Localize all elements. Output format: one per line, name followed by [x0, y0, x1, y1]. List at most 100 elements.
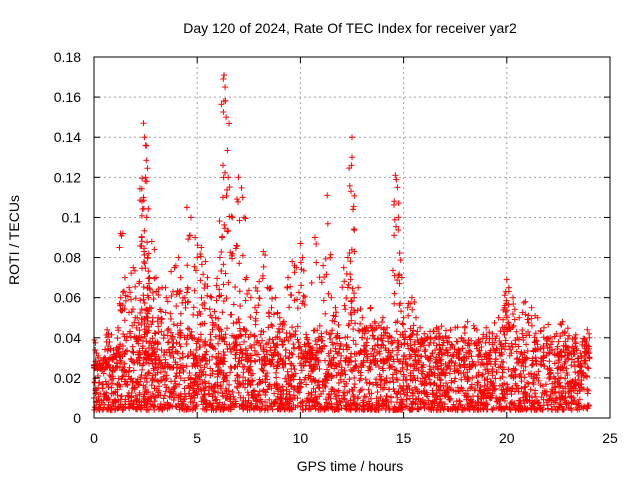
background-point — [421, 405, 428, 412]
background-point — [425, 397, 432, 404]
background-point — [279, 383, 286, 390]
background-point — [194, 391, 201, 398]
background-point — [520, 367, 527, 374]
background-point — [176, 381, 183, 388]
background-point — [127, 334, 134, 341]
background-point — [365, 386, 372, 393]
background-point — [185, 352, 192, 359]
background-point — [504, 381, 511, 388]
background-point — [227, 369, 234, 376]
background-point — [178, 402, 185, 409]
background-point — [351, 381, 358, 388]
background-point — [157, 392, 164, 399]
background-point — [577, 350, 584, 357]
background-point — [474, 379, 481, 386]
background-point — [274, 393, 281, 400]
background-point — [297, 360, 304, 367]
background-point — [381, 380, 388, 387]
background-point — [521, 374, 528, 381]
background-point — [478, 343, 485, 350]
background-point — [226, 381, 233, 388]
background-point — [164, 339, 171, 346]
background-point — [165, 338, 172, 345]
background-point — [456, 398, 463, 405]
background-point — [357, 349, 364, 356]
background-point — [442, 327, 449, 334]
background-point — [92, 339, 99, 346]
background-point — [403, 376, 410, 383]
background-point — [522, 363, 529, 370]
background-point — [584, 364, 591, 371]
background-point — [377, 393, 384, 400]
background-point — [572, 331, 579, 338]
background-point — [231, 364, 238, 371]
background-point — [183, 341, 190, 348]
background-point — [379, 386, 386, 393]
background-point — [357, 372, 364, 379]
background-point — [168, 329, 175, 336]
background-point — [373, 376, 380, 383]
background-point — [257, 406, 264, 413]
background-point — [324, 366, 331, 373]
background-point — [184, 353, 191, 360]
background-point — [535, 368, 542, 375]
background-point — [500, 386, 507, 393]
background-point — [529, 379, 536, 386]
background-point — [201, 364, 208, 371]
background-point — [230, 346, 237, 353]
background-point — [412, 384, 419, 391]
background-point — [158, 377, 165, 384]
background-point — [176, 355, 183, 362]
background-point — [524, 328, 531, 335]
background-point — [545, 321, 552, 328]
background-point — [162, 388, 169, 395]
background-point — [148, 382, 155, 389]
background-point — [393, 370, 400, 377]
background-point — [295, 339, 302, 346]
background-point — [567, 405, 574, 412]
background-point — [477, 383, 484, 390]
background-point — [369, 345, 376, 352]
background-point — [502, 346, 509, 353]
background-point — [471, 325, 478, 332]
background-point — [320, 388, 327, 395]
background-point — [454, 384, 461, 391]
background-point — [402, 328, 409, 335]
background-point — [345, 402, 352, 409]
background-point — [585, 387, 592, 394]
background-point — [451, 378, 458, 385]
background-point — [327, 395, 334, 402]
background-point — [386, 378, 393, 385]
background-point — [406, 395, 413, 402]
background-point — [262, 391, 269, 398]
background-point — [543, 399, 550, 406]
background-point — [507, 346, 514, 353]
background-point — [362, 376, 369, 383]
background-point — [119, 373, 126, 380]
background-point — [403, 392, 410, 399]
background-point — [397, 368, 404, 375]
background-point — [352, 320, 359, 327]
background-point — [554, 365, 561, 372]
background-point — [489, 406, 496, 413]
background-point — [247, 382, 254, 389]
background-point — [251, 341, 258, 348]
background-point — [438, 323, 445, 330]
background-point — [181, 377, 188, 384]
background-point — [569, 399, 576, 406]
background-point — [248, 372, 255, 379]
background-point — [443, 380, 450, 387]
background-point — [562, 375, 569, 382]
background-point — [394, 377, 401, 384]
background-point — [374, 389, 381, 396]
background-point — [440, 366, 447, 373]
background-point — [171, 385, 178, 392]
background-point — [532, 393, 539, 400]
background-point — [239, 349, 246, 356]
background-point — [145, 369, 152, 376]
background-point — [91, 404, 98, 411]
background-point — [401, 391, 408, 398]
background-point — [362, 394, 369, 401]
background-point — [447, 326, 454, 333]
